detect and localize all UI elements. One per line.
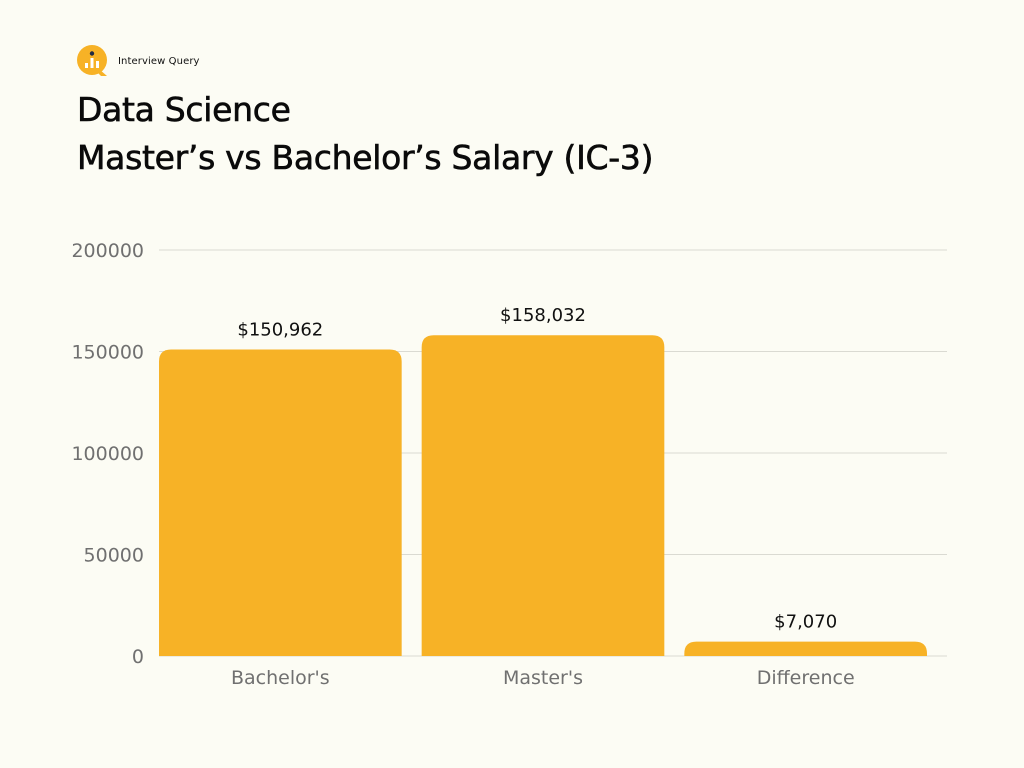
y-tick-label: 200000 xyxy=(71,240,144,262)
bar-value-label: $158,032 xyxy=(500,305,586,326)
y-axis-ticks: 0 50000 100000 150000 200000 xyxy=(71,240,144,668)
bar-value-label: $7,070 xyxy=(774,612,837,633)
value-labels: $150,962 $158,032 $7,070 xyxy=(237,305,837,632)
bar xyxy=(421,335,665,656)
bars xyxy=(159,335,927,656)
y-tick-label: 0 xyxy=(132,646,144,668)
x-category-label: Bachelor's xyxy=(231,667,330,689)
x-category-label: Master's xyxy=(503,667,583,689)
bar xyxy=(159,349,402,656)
brand-name: Interview Query xyxy=(118,55,200,67)
page-title: Data Science Master’s vs Bachelor’s Sala… xyxy=(77,86,654,182)
x-category-label: Difference xyxy=(757,667,855,689)
y-tick-label: 150000 xyxy=(71,342,144,364)
title-line-1: Data Science xyxy=(77,90,292,130)
bar-value-label: $150,962 xyxy=(237,320,323,341)
x-axis-labels: Bachelor's Master's Difference xyxy=(231,667,855,689)
title-line-2: Master’s vs Bachelor’s Salary (IC-3) xyxy=(77,138,654,178)
y-tick-label: 50000 xyxy=(84,545,144,567)
brand: Interview Query xyxy=(77,44,200,78)
y-tick-label: 100000 xyxy=(71,443,144,465)
bar xyxy=(684,641,927,656)
magnifier-bar-chart-icon xyxy=(77,45,107,76)
